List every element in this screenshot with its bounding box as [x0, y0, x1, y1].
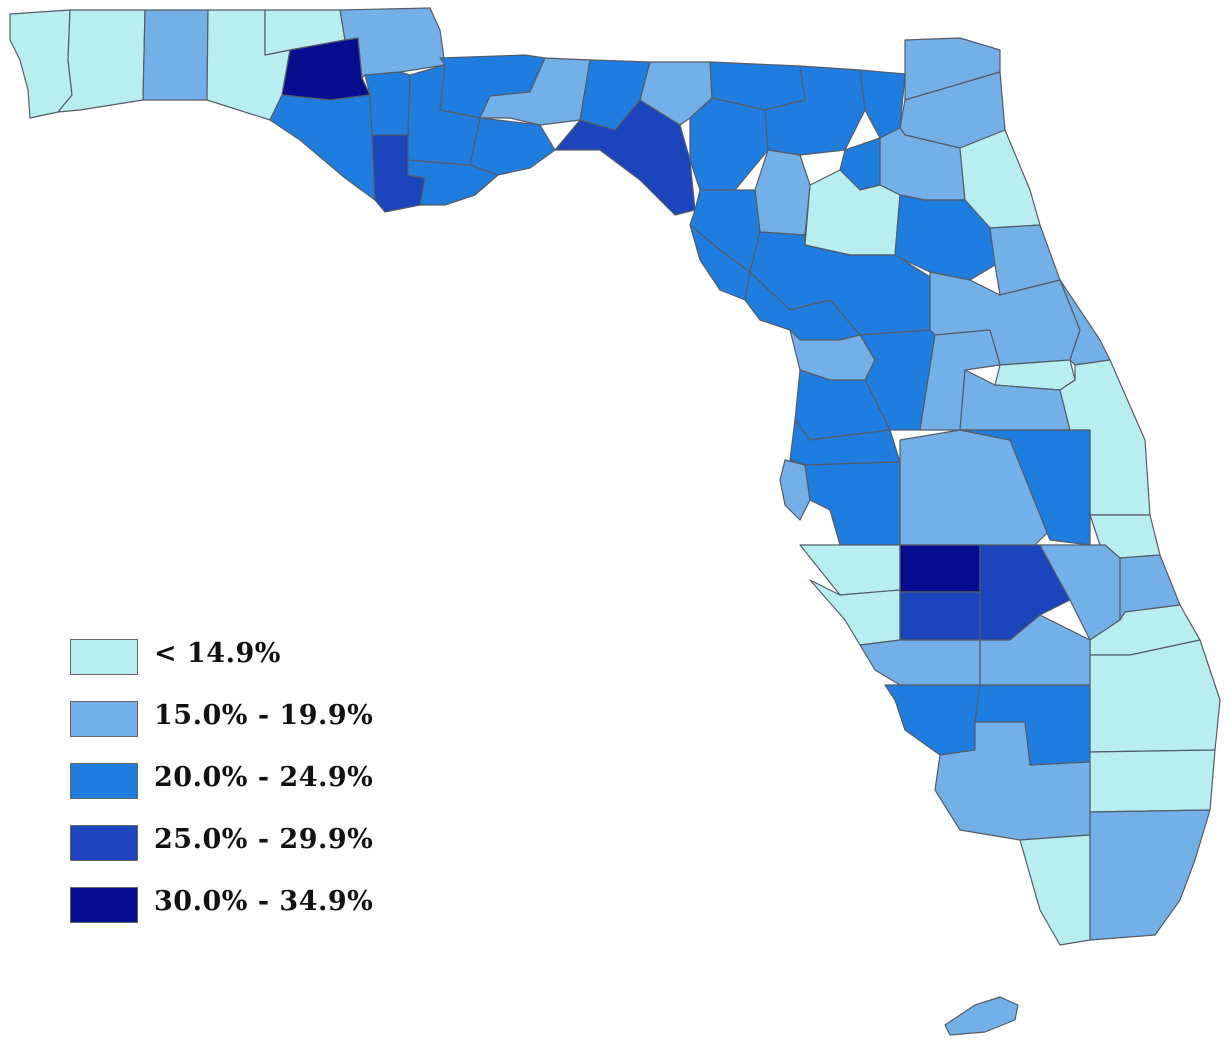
legend-item: 15.0% - 19.9%: [70, 698, 410, 760]
county-suwannee: [689, 97, 769, 191]
county-baker: [859, 69, 906, 139]
county-charlotte: [859, 639, 981, 686]
county-manatee: [799, 544, 901, 596]
legend-swatch: [70, 825, 138, 861]
county-collier: [934, 721, 1091, 841]
county-escambia: [9, 9, 73, 119]
county-bay: [269, 94, 376, 201]
county-broward: [1089, 749, 1216, 813]
county-hillsborough: [804, 461, 901, 546]
legend-item: < 14.9%: [70, 636, 410, 698]
legend-label: 25.0% - 29.9%: [154, 824, 374, 855]
legend-label: 30.0% - 34.9%: [154, 886, 374, 917]
county-okaloosa: [142, 9, 209, 101]
county-wakulla: [469, 117, 556, 176]
legend-swatch: [70, 639, 138, 675]
county-monroe-keys: [944, 996, 1019, 1036]
legend-item: 30.0% - 34.9%: [70, 884, 410, 946]
legend-swatch: [70, 701, 138, 737]
county-gilchrist: [754, 149, 811, 236]
legend-swatch: [70, 887, 138, 923]
county-miami-dade: [1089, 809, 1211, 941]
map-legend: < 14.9% 15.0% - 19.9% 20.0% - 24.9% 25.0% -…: [70, 636, 410, 946]
county-lee: [884, 684, 981, 756]
county-monroe-mainland: [1019, 834, 1091, 946]
county-calhoun: [364, 71, 411, 136]
legend-label: < 14.9%: [154, 638, 281, 669]
legend-swatch: [70, 763, 138, 799]
county-hardee: [899, 544, 981, 593]
legend-item: 25.0% - 29.9%: [70, 822, 410, 884]
county-palm-beach: [1089, 639, 1221, 753]
legend-label: 20.0% - 24.9%: [154, 762, 374, 793]
legend-item: 20.0% - 24.9%: [70, 760, 410, 822]
county-desoto: [899, 591, 981, 641]
county-santa-rosa: [57, 9, 146, 113]
legend-label: 15.0% - 19.9%: [154, 700, 374, 731]
